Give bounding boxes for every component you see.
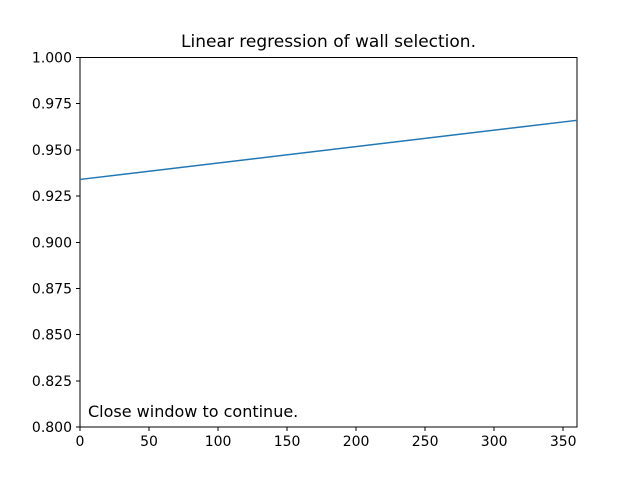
x-tick-label: 0 <box>76 434 85 450</box>
x-tick-label: 150 <box>274 434 301 450</box>
x-tick-label: 250 <box>412 434 439 450</box>
x-tick-label: 350 <box>550 434 577 450</box>
y-tick-label: 0.925 <box>32 189 72 205</box>
x-tick-label: 100 <box>205 434 232 450</box>
y-tick-label: 0.900 <box>32 235 72 251</box>
y-tick-label: 0.825 <box>32 374 72 390</box>
x-tick-label: 300 <box>481 434 508 450</box>
chart-title: Linear regression of wall selection. <box>181 32 476 52</box>
y-tick-label: 0.800 <box>32 420 72 436</box>
axes-spines <box>79 57 578 428</box>
y-tick-label: 0.975 <box>32 97 72 113</box>
y-tick-label: 1.000 <box>32 51 72 67</box>
y-tick-label: 0.875 <box>32 281 72 297</box>
annotation-text: Close window to continue. <box>88 402 299 421</box>
regression-line <box>79 119 578 181</box>
x-tick-label: 200 <box>343 434 370 450</box>
y-tick-label: 0.950 <box>32 143 72 159</box>
y-tick-label: 0.850 <box>32 328 72 344</box>
x-tick-label: 50 <box>140 434 158 450</box>
